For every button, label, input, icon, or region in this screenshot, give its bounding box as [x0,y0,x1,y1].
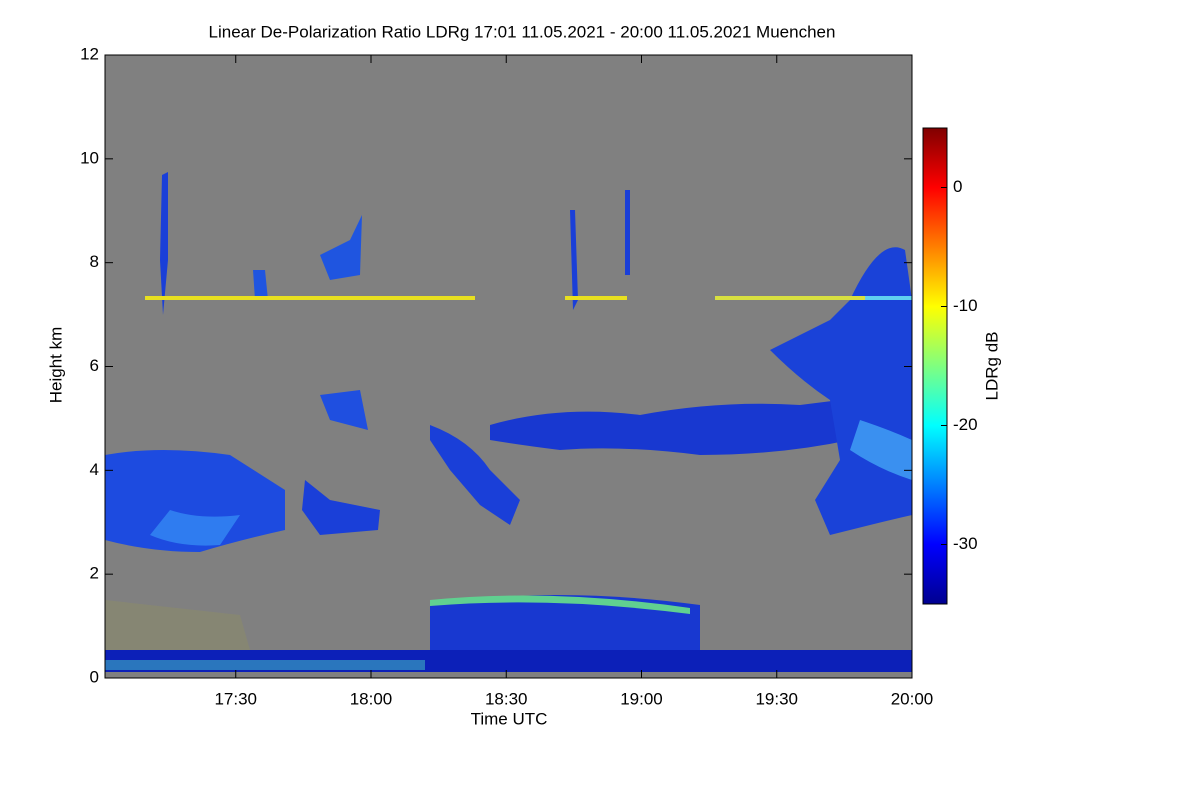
aerosol [105,600,250,655]
cloud [850,420,912,480]
cloud [302,480,380,535]
colorbar [922,127,948,605]
x-tick-label: 19:00 [620,689,663,708]
chart-title: Linear De-Polarization Ratio LDRg 17:01 … [209,22,836,41]
x-axis-label: Time UTC [471,709,548,728]
colorbar-tick-label: 0 [953,177,962,196]
colorbar-tick-label: -10 [953,296,978,315]
x-tick-label: 19:30 [755,689,798,708]
boundary-layer [105,660,425,670]
cloud [253,270,268,300]
cloud [625,190,630,275]
layer-line [145,296,475,300]
cloud [320,390,368,430]
colorbar-tick-label: -30 [953,534,978,553]
y-tick-label: 12 [80,44,99,63]
cloud [430,425,520,525]
colorbar-label: LDRg dB [982,332,1001,401]
layer-line [565,296,627,300]
layer-line [715,296,865,300]
y-tick-label: 8 [90,252,99,271]
cloud [490,400,850,455]
cloud [105,450,285,552]
x-tick-label: 18:30 [485,689,528,708]
x-tick-label: 20:00 [891,689,934,708]
y-tick-label: 10 [80,148,99,167]
cloud [570,210,578,310]
y-tick-label: 0 [90,667,99,686]
x-tick-label: 17:30 [214,689,257,708]
cloud [160,172,168,315]
layer-line [865,296,912,300]
y-tick-label: 6 [90,356,99,375]
ldr-field [105,172,912,672]
boundary-layer [430,595,690,614]
y-tick-label: 4 [90,460,99,479]
y-tick-label: 2 [90,564,99,583]
x-tick-label: 18:00 [350,689,393,708]
cloud [150,510,240,546]
cloud [320,215,362,280]
y-axis-label: Height km [46,327,65,404]
plot-background [105,55,912,678]
colorbar-tick-label: -20 [953,415,978,434]
